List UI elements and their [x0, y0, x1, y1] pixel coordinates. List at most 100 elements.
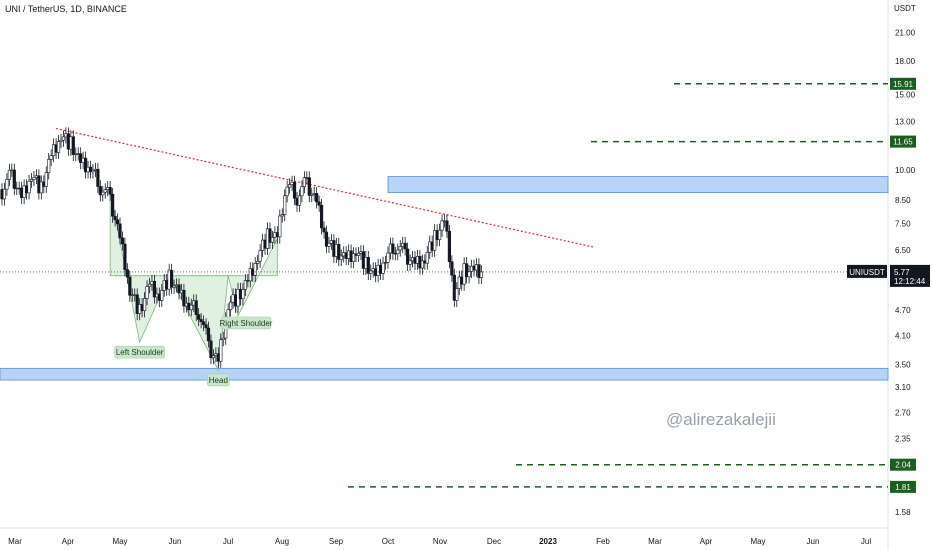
candle-body: [219, 339, 223, 362]
pattern-label-box: [220, 316, 272, 330]
candle-body: [170, 269, 174, 288]
y-tick-label: 1.58: [895, 508, 911, 517]
candle-body: [403, 242, 407, 250]
x-tick-label: 2023: [539, 537, 557, 546]
candle-body: [108, 187, 112, 195]
candle-body: [278, 215, 282, 238]
candle-body: [206, 327, 211, 342]
symbol-badge: [847, 264, 887, 278]
candle-body: [300, 186, 304, 197]
y-tick-label: 3.50: [895, 361, 911, 370]
candle-body: [339, 255, 343, 260]
current-price-value: 5.77: [894, 268, 910, 277]
current-price-badge: [890, 264, 930, 287]
pattern-label-box: [114, 345, 165, 359]
x-tick-label: Feb: [596, 537, 610, 546]
candle-body: [49, 155, 53, 160]
candle-body: [211, 355, 216, 358]
level-price-badge: [890, 77, 916, 90]
candle-body: [88, 166, 93, 173]
candle-body: [98, 186, 102, 196]
candle-body: [356, 253, 361, 256]
candle-body: [437, 229, 442, 240]
candle-body: [433, 230, 437, 251]
candle-body: [465, 263, 469, 278]
candle-body: [452, 274, 456, 301]
candle-body: [115, 219, 120, 225]
y-tick-label: 10.00: [895, 166, 916, 175]
candle-body: [12, 169, 16, 189]
candle-body: [258, 250, 262, 262]
candle-body: [221, 337, 225, 340]
candle-body: [71, 136, 75, 155]
candle-body: [420, 260, 424, 269]
y-tick-label: 6.50: [895, 246, 911, 255]
pattern-label-box: [207, 373, 230, 387]
candle-body: [44, 172, 48, 187]
candle-body: [317, 201, 321, 206]
candle-body: [302, 177, 306, 187]
inverse-head-shoulders-pattern[interactable]: [109, 191, 278, 372]
candle-body: [209, 340, 213, 358]
candle-body: [27, 180, 31, 194]
candle-body: [268, 228, 272, 243]
y-tick-label: 21.00: [895, 28, 916, 37]
candle-body: [256, 260, 260, 264]
y-tick-label: 4.70: [895, 306, 911, 315]
x-tick-label: Nov: [433, 537, 447, 546]
candle-body: [123, 243, 127, 270]
support-resistance-zone[interactable]: [0, 367, 889, 381]
candle-body: [177, 284, 181, 294]
x-tick-label: May: [750, 537, 765, 546]
candle-body: [113, 215, 117, 221]
pattern-label: Left Shoulder: [116, 348, 164, 357]
level-price-badge: [890, 458, 916, 471]
candle-body: [7, 169, 11, 180]
candle-body: [337, 244, 341, 260]
candle-body: [479, 271, 483, 278]
candle-body: [310, 193, 314, 196]
candle-body: [194, 300, 198, 315]
level-price-label: 11.65: [893, 138, 913, 147]
candle-body: [32, 177, 36, 180]
candle-body: [322, 227, 326, 233]
candle-body: [351, 253, 356, 262]
candle-body: [201, 321, 206, 325]
candle-body: [467, 271, 471, 278]
candle-body: [111, 193, 115, 217]
candle-body: [280, 214, 284, 217]
candle-body: [324, 231, 329, 247]
candle-body: [204, 324, 208, 329]
pattern-label: Right Shoulder: [220, 319, 273, 328]
candle-body: [189, 304, 193, 311]
y-tick-label: 2.35: [895, 434, 911, 443]
candle-body: [142, 298, 147, 312]
candle-body: [96, 168, 100, 187]
y-tick-label: 7.50: [895, 219, 911, 228]
candle-body: [83, 157, 88, 173]
candle-body: [172, 285, 176, 288]
y-tick-label: 13.00: [895, 117, 916, 126]
x-tick-label: May: [112, 537, 127, 546]
candle-body: [307, 177, 311, 196]
x-tick-label: Jul: [861, 537, 871, 546]
candle-body: [270, 237, 275, 243]
candle-body: [391, 243, 395, 254]
candle-body: [319, 205, 324, 229]
candle-body: [241, 289, 245, 300]
level-price-badge: [890, 480, 916, 493]
candle-body: [182, 289, 186, 307]
candle-body: [145, 286, 149, 299]
candle-body: [406, 248, 410, 265]
candle-body: [103, 189, 107, 193]
y-tick-label: 2.70: [895, 409, 911, 418]
candle-body: [56, 141, 61, 153]
x-tick-label: Jul: [223, 537, 233, 546]
candle-body: [101, 191, 105, 196]
candle-body: [292, 181, 297, 199]
support-resistance-zone[interactable]: [387, 176, 889, 193]
level-price-badge: [890, 135, 916, 148]
x-tick-label: Dec: [487, 537, 501, 546]
candle-body: [2, 188, 7, 200]
